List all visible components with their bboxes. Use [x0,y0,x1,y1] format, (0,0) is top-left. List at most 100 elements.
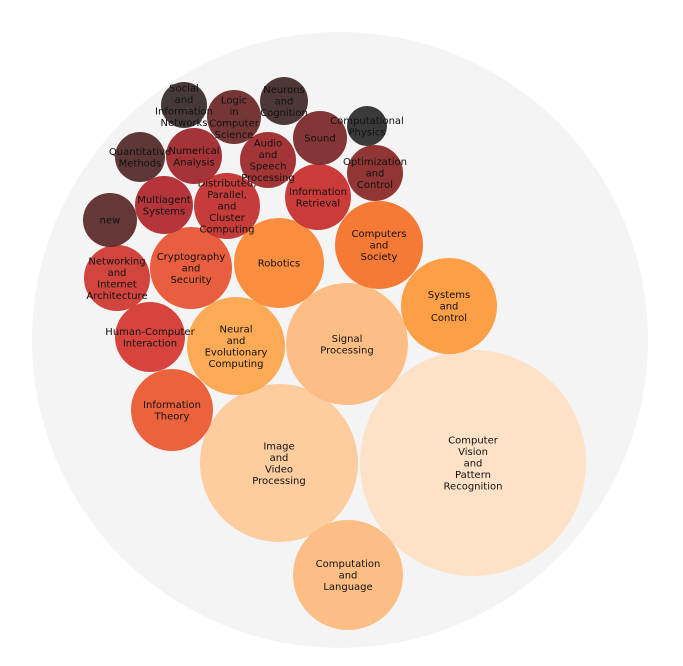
bubble-label-line: Optimization [343,157,407,168]
bubble-label: Human-Computer Interaction [105,327,195,350]
bubble-label-line: Security [170,275,211,286]
bubble-label-line: and [108,268,127,279]
bubble-circle [347,145,403,201]
bubble-label-line: Evolutionary [205,347,268,358]
bubble-label-line: Control [357,180,393,191]
bubble-label-line: new [100,216,121,227]
bubble-label-line: Human-Computer [105,327,195,338]
bubble-label-line: and [440,302,459,313]
bubble-label: Sound [304,134,336,145]
bubble-label-line: Internet [97,279,137,290]
bubble-label: Robotics [258,259,301,270]
bubble-label-line: and [275,97,294,108]
bubble-label-line: Processing [252,476,305,487]
bubble-label-line: and [182,264,201,275]
bubble-label-line: and [259,150,278,161]
bubble-label: Neurons and Cognition [260,85,308,119]
bubble-label-line: Vision [458,447,488,458]
bubble-label-line: Computers [352,229,407,240]
bubble-label: Social and Information Networks [155,83,213,129]
bubble-label: Image and Video Processing [252,441,305,487]
bubble-label-line: Architecture [86,291,147,302]
bubble-label-line: Physics [349,127,386,138]
bubble-label: Computational Physics [330,116,404,139]
bubble-label-line: Cluster [209,213,245,224]
bubble-19: Logic in Computer Science [207,90,261,144]
bubble-label-line: and [464,459,483,470]
bubble-label-line: Cognition [260,108,308,119]
bubble-label-line: Social [169,83,199,94]
bubble-14: Multiagent Systems [135,176,193,234]
bubble-18: Sound [293,111,347,165]
bubble-label-line: Processing [241,173,294,184]
bubble-label: Quantitative Methods [109,147,171,170]
bubble-label: Information Retrieval [289,187,347,210]
bubble-label-line: Systems [428,290,471,301]
bubble-24: Computational Physics [330,106,404,146]
bubble-label-line: Information [289,187,347,198]
bubble-label-line: Neurons [263,85,305,96]
bubble-circle [115,302,185,372]
bubble-4: Systems and Control [401,258,497,354]
bubble-label-line: Computational [330,116,404,127]
bubble-circle [360,350,586,576]
bubble-7: Computers and Society [335,201,423,289]
bubble-circle [286,283,408,405]
bubble-label-line: Distributed, [198,179,257,190]
bubble-5: Neural and Evolutionary Computing [187,297,285,395]
bubble-label: Systems and Control [428,290,471,324]
bubble-label: Computation and Language [316,559,381,593]
bubble-16: Audio and Speech Processing [240,132,296,188]
bubble-label-line: Recognition [444,482,503,493]
bubble-label: Cryptography and Security [157,252,226,286]
bubble-circle [293,111,347,165]
bubble-label: Neural and Evolutionary Computing [205,324,268,370]
bubble-label-line: in [229,107,238,118]
bubble-10: Human-Computer Interaction [105,302,196,372]
bubble-label-line: Interaction [123,338,177,349]
bubble-label: new [100,216,121,227]
bubble-9: Information Theory [131,369,213,451]
bubble-label-line: and [366,169,385,180]
bubble-label: Optimization and Control [343,157,407,191]
bubble-circle [200,384,358,542]
bubble-circle [83,193,137,247]
bubble-label-line: Theory [154,411,190,422]
bubble-label: Signal Processing [320,334,373,357]
bubble-label: Networking and Internet Architecture [86,256,147,302]
bubble-label-line: and [218,202,237,213]
bubble-label-line: Control [431,313,467,324]
bubble-label-line: Logic [221,95,247,106]
bubble-label-line: Networking [88,256,145,267]
bubble-circle [240,132,296,188]
bubble-circle [84,245,150,311]
bubble-circle [135,176,193,234]
bubble-label-line: Pattern [455,470,491,481]
bubble-label: Computers and Society [352,229,407,263]
bubble-label-line: Multiagent [137,195,190,206]
bubble-13: Information Retrieval [285,164,351,230]
bubble-circle [335,201,423,289]
bubble-15: Numerical Analysis [166,128,222,184]
bubble-label-line: and [227,336,246,347]
bubble-label-line: Networks [161,118,208,129]
bubbles-group: Computer Vision and Pattern RecognitionImage… [83,77,586,630]
bubble-21: Quantitative Methods [109,132,171,182]
bubble-label-line: Computation [316,559,381,570]
bubble-label-line: Audio [254,138,282,149]
bubble-circle [347,106,387,146]
bubble-label-line: Sound [304,134,336,145]
bubble-circle [187,297,285,395]
bubble-label-line: and [339,571,358,582]
bubble-label-line: Language [323,582,372,593]
bubble-circle [161,82,207,128]
bubble-23: Social and Information Networks [155,82,213,129]
bubble-label: Distributed, Parallel, and Cluster Computing [198,179,257,236]
bubble-17: Optimization and Control [343,145,407,201]
bubble-label-line: Video [265,464,293,475]
bubble-label-line: Information [143,400,201,411]
bubble-circle [401,258,497,354]
bubble-label-line: Retrieval [296,198,340,209]
bubble-label-line: Society [361,252,398,263]
bubble-label-line: Computing [209,359,264,370]
